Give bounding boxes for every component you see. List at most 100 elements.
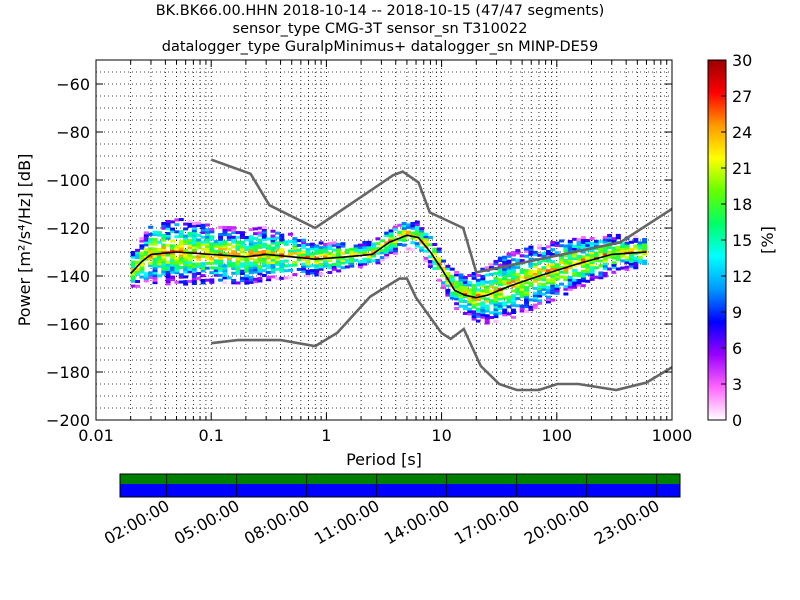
psd-cell: [371, 244, 377, 248]
psd-cell: [218, 247, 224, 251]
psd-cell: [178, 273, 184, 277]
psd-cell: [506, 252, 512, 256]
psd-cell: [441, 281, 446, 285]
psd-cell: [218, 269, 224, 273]
colorbar: 0 3 6 9 12 15 18 21 24 27 30 [%]: [707, 51, 777, 430]
psd-cell: [602, 274, 608, 278]
psd-cell: [537, 268, 543, 272]
psd-cell: [642, 238, 648, 242]
psd-cell: [475, 319, 481, 323]
colorbar-tick-label: 3: [732, 375, 742, 394]
timeline: 02:00:0005:00:0008:00:0011:00:0014:00:00…: [101, 473, 681, 548]
psd-cell: [301, 250, 307, 254]
psd-cell: [191, 243, 197, 247]
psd-cell: [183, 222, 189, 226]
psd-cell: [572, 261, 578, 265]
psd-cell: [392, 244, 398, 248]
psd-cell: [445, 293, 451, 297]
psd-cell: [183, 256, 189, 260]
psd-cell: [515, 289, 521, 293]
psd-cell: [261, 259, 267, 263]
psd-cell: [414, 249, 420, 253]
psd-cell: [226, 226, 232, 230]
psd-cell: [213, 242, 219, 246]
psd-cell: [239, 271, 245, 275]
psd-cell: [484, 273, 490, 277]
psd-cell: [200, 264, 206, 268]
psd-cell: [288, 251, 294, 255]
psd-cell: [314, 261, 320, 265]
psd-cell: [580, 236, 586, 240]
psd-cell: [410, 226, 416, 230]
psd-cell: [314, 263, 320, 267]
psd-cell: [248, 261, 254, 265]
psd-cell: [209, 271, 215, 275]
psd-cell: [130, 250, 136, 254]
psd-cell: [510, 303, 516, 307]
psd-cell: [475, 298, 481, 302]
psd-cell: [576, 283, 582, 287]
psd-cell: [209, 280, 215, 284]
psd-cell: [226, 281, 232, 285]
psd-cell: [502, 310, 508, 314]
psd-cell: [274, 260, 280, 264]
psd-cell: [532, 279, 538, 283]
psd-cell: [519, 285, 525, 289]
psd-cell: [598, 247, 604, 251]
psd-cell: [130, 260, 136, 264]
psd-cell: [270, 258, 276, 262]
psd-cell: [379, 248, 385, 252]
psd-cell: [353, 251, 359, 255]
psd-cell: [528, 281, 534, 285]
psd-cell: [200, 247, 206, 251]
psd-cell: [235, 257, 241, 261]
psd-cell: [528, 272, 534, 276]
psd-cell: [213, 244, 219, 248]
psd-cell: [449, 291, 455, 295]
psd-cell: [152, 266, 158, 270]
psd-cell: [467, 297, 473, 301]
psd-cell: [515, 277, 521, 281]
psd-cell: [244, 262, 250, 266]
psd-cell: [427, 236, 433, 240]
psd-cell: [218, 233, 224, 237]
psd-cell: [139, 244, 145, 248]
psd-cell: [510, 270, 516, 274]
psd-cell: [493, 262, 499, 266]
psd-cell: [585, 279, 591, 283]
psd-cell: [191, 221, 197, 225]
psd-cell: [502, 301, 508, 305]
psd-cell: [633, 263, 639, 267]
psd-cell: [449, 282, 455, 286]
psd-cell: [231, 230, 237, 234]
psd-cell: [502, 282, 508, 286]
psd-cell: [204, 223, 210, 227]
psd-cell: [156, 255, 162, 259]
psd-cell: [458, 297, 464, 301]
psd-cell: [471, 315, 477, 319]
psd-cell: [196, 233, 202, 237]
psd-cell: [196, 264, 202, 268]
psd-cell: [484, 314, 490, 318]
psd-cell: [362, 260, 368, 264]
psd-cell: [170, 239, 175, 243]
psd-cell: [266, 251, 272, 255]
psd-cell: [261, 273, 267, 277]
psd-cell: [161, 255, 167, 259]
psd-cell: [362, 262, 368, 266]
psd-cell: [156, 257, 162, 261]
psd-cell: [532, 298, 538, 302]
psd-cell: [489, 284, 495, 288]
psd-cell: [235, 240, 241, 244]
psd-cell: [248, 242, 254, 246]
psd-cell: [283, 240, 289, 244]
psd-cell: [336, 245, 342, 249]
psd-cell: [528, 274, 534, 278]
psd-cell: [593, 251, 599, 255]
psd-cell: [467, 300, 473, 304]
psd-cell: [357, 265, 363, 269]
psd-cell: [309, 242, 315, 246]
psd-cell: [554, 275, 560, 279]
psd-cell: [239, 245, 245, 249]
psd-cell: [449, 267, 455, 271]
